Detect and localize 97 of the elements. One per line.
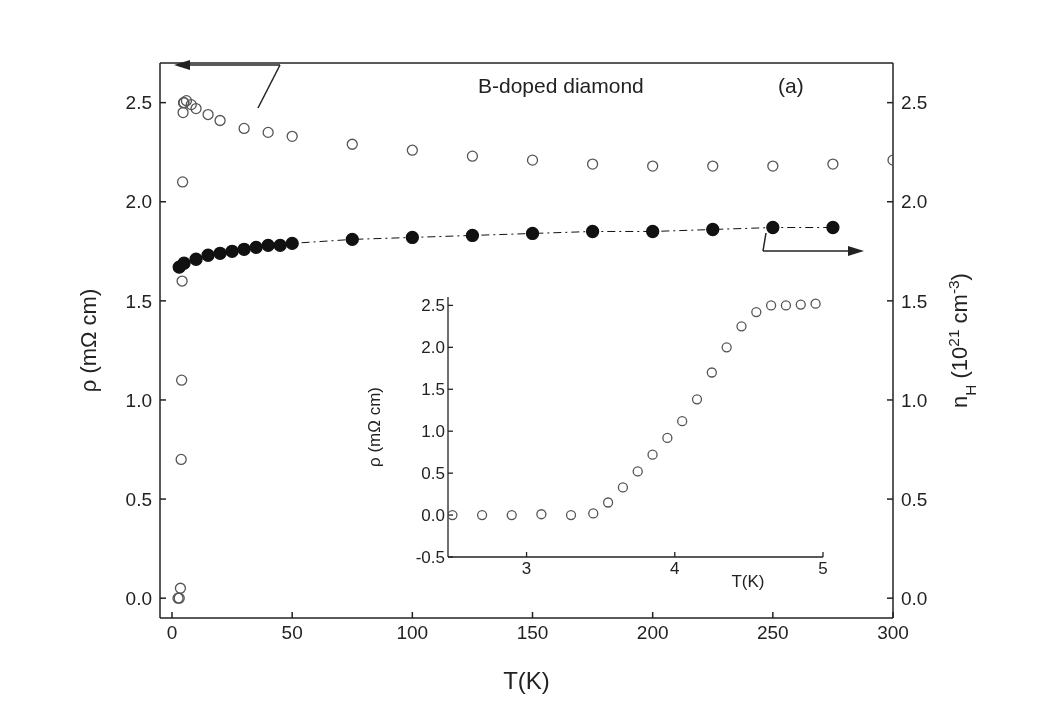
x-tick-label: 100	[396, 622, 429, 644]
point	[646, 224, 660, 239]
point	[525, 226, 540, 241]
point	[262, 126, 274, 139]
point	[448, 509, 458, 521]
point	[174, 582, 187, 594]
point	[691, 394, 703, 405]
point	[647, 449, 658, 460]
point	[201, 248, 215, 262]
x-tick-label: 5	[818, 559, 828, 579]
point	[766, 220, 780, 235]
x-tick-label: 50	[281, 622, 303, 644]
point	[175, 453, 187, 466]
point	[345, 232, 359, 247]
y-tick-label: 2.5	[125, 92, 152, 114]
y-tick-label: 0.0	[421, 506, 445, 526]
y2-tick-label: 2.0	[901, 191, 928, 213]
y-tick-label: 1.0	[125, 389, 152, 411]
point	[765, 300, 777, 311]
point	[647, 160, 659, 172]
point	[213, 246, 227, 260]
point	[707, 160, 719, 172]
point	[632, 466, 643, 477]
point	[261, 238, 275, 253]
point	[176, 176, 189, 188]
point	[751, 306, 762, 318]
y-tick-label: -0.5	[415, 548, 445, 568]
y-tick-label: 2.5	[421, 296, 445, 316]
y2-tick-label: 1.0	[901, 389, 928, 411]
point	[177, 106, 189, 119]
point	[677, 415, 688, 427]
annotation: (a)	[778, 74, 804, 98]
point	[405, 230, 419, 245]
y-axis-title: ρ (mΩ cm)	[76, 288, 101, 393]
point	[506, 509, 517, 521]
point	[810, 298, 821, 309]
point	[185, 98, 197, 111]
point	[565, 509, 577, 521]
point	[767, 160, 779, 172]
x-axis-title: T(K)	[731, 572, 765, 591]
y2-tick-label: 2.5	[901, 92, 928, 114]
point	[190, 102, 202, 115]
point	[586, 158, 599, 170]
point	[249, 240, 263, 254]
point	[225, 244, 239, 258]
point	[536, 509, 547, 520]
point	[602, 497, 614, 508]
y-tick-label: 2.0	[125, 191, 152, 213]
x-tick-label: 150	[516, 622, 549, 644]
y-tick-label: 1.5	[421, 380, 445, 400]
point	[795, 299, 806, 310]
point	[476, 509, 488, 521]
x-axis-title: T(K)	[503, 667, 550, 694]
point	[176, 275, 188, 287]
x-tick-label: 250	[756, 622, 789, 644]
y-tick-label: 0.5	[421, 464, 445, 484]
y2-tick-label: 1.5	[901, 290, 928, 312]
x-tick-label: 3	[521, 559, 532, 579]
x-tick-label: 0	[166, 622, 178, 644]
point	[286, 130, 298, 142]
point	[706, 367, 717, 378]
point	[585, 224, 600, 239]
point	[466, 150, 479, 162]
y2-tick-label: 0.0	[901, 587, 928, 609]
y-tick-label: 0.5	[125, 488, 152, 510]
y-axis-title: ρ (mΩ cm)	[365, 387, 384, 467]
y-tick-label: 0.0	[125, 587, 152, 609]
point	[827, 158, 839, 170]
point	[177, 256, 191, 270]
point	[214, 114, 226, 127]
point	[706, 222, 720, 237]
x-tick-label: 200	[636, 622, 669, 644]
point	[406, 144, 418, 156]
point	[346, 138, 358, 150]
point	[238, 122, 250, 135]
point	[780, 300, 792, 311]
y-tick-label: 1.0	[421, 422, 445, 442]
point	[202, 108, 214, 121]
point	[736, 321, 747, 332]
text: B-doped diamond	[478, 74, 644, 98]
point	[189, 252, 203, 266]
point	[662, 432, 673, 444]
point	[285, 236, 299, 251]
point	[237, 242, 251, 256]
point	[465, 228, 480, 243]
point	[175, 374, 188, 386]
y-tick-label: 2.0	[421, 338, 445, 358]
point	[826, 220, 840, 235]
point	[526, 154, 539, 166]
point	[617, 482, 629, 493]
point	[273, 238, 287, 253]
x-tick-label: 300	[877, 622, 909, 644]
point	[588, 508, 599, 519]
point	[721, 342, 732, 353]
y2-tick-label: 0.5	[901, 488, 928, 510]
x-tick-label: 4	[670, 559, 680, 579]
y-tick-label: 1.5	[125, 290, 152, 312]
